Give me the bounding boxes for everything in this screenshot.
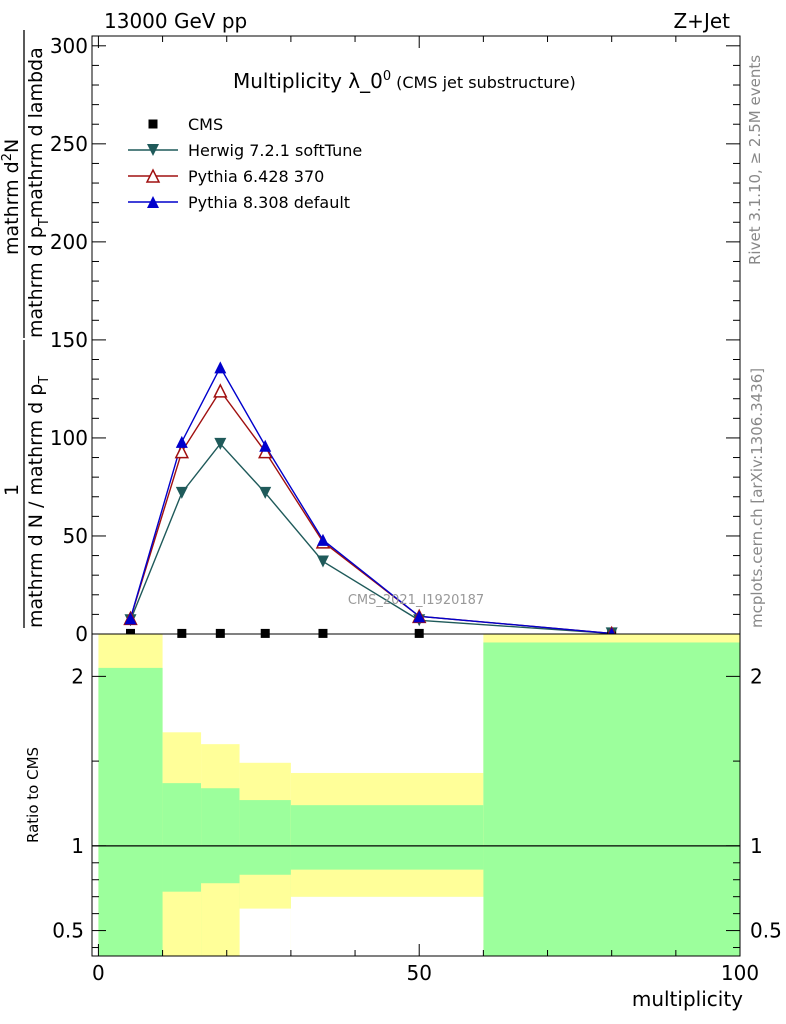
y-tick-label: 0: [75, 622, 88, 646]
data-marker-triangle-up: [147, 196, 159, 208]
ratio-plot-panel: 0.5 0.5 1 1 2 2 0 50 100 Ratio to CMS multiplici…: [24, 633, 782, 1011]
ratio-y-tick-label: 0.5: [52, 919, 84, 943]
x-axis-label: multiplicity: [632, 987, 743, 1011]
ratio-green-lower-band: [162, 845, 202, 892]
y-tick-label: 200: [50, 230, 88, 254]
ratio-y-tick-label-right: 1: [750, 834, 763, 858]
ratio-yellow-lower-band: [239, 874, 291, 909]
legend-label: Pythia 6.428 370: [188, 167, 324, 186]
data-marker-square: [414, 628, 424, 638]
legend-label: Pythia 8.308 default: [188, 193, 350, 212]
y-label-prefactor-denominator: mathrm d N / mathrm d pT: [25, 376, 52, 628]
data-marker-triangle-up: [413, 610, 426, 623]
x-tick-label: 0: [92, 961, 105, 985]
process-label: Z+Jet: [673, 9, 730, 33]
ratio-empty-region: [290, 896, 484, 956]
ratio-axis-ticks: 0.5 0.5 1 1 2 2 0 50 100: [52, 664, 782, 985]
y-tick-label: 100: [50, 426, 88, 450]
main-y-axis-label: 1 mathrm d N / mathrm d pT mathrm d2N ma…: [0, 30, 52, 628]
y-label-denominator: mathrm d pTmathrm d lambda: [25, 47, 52, 338]
energy-label: 13000 GeV pp: [104, 9, 247, 33]
ratio-plot-frame: [91, 633, 741, 957]
ratio-yellow-lower-band: [290, 869, 484, 897]
data-marker-square: [148, 119, 158, 129]
y-label-numerator: mathrm d2N: [0, 139, 23, 255]
chart-title: Multiplicity λ_00 (CMS jet substructure): [233, 69, 576, 93]
legend-label: CMS: [188, 115, 223, 134]
data-marker-triangle-open: [213, 383, 228, 398]
data-marker-triangle-down: [175, 486, 188, 499]
ratio-uncertainty-bands: [98, 634, 740, 956]
ratio-y-tick-label-right: 2: [750, 664, 763, 688]
data-marker-triangle-up: [259, 439, 272, 452]
ratio-y-tick-label: 1: [71, 834, 84, 858]
ratio-green-lower-band: [290, 845, 484, 870]
x-tick-label: 100: [721, 961, 759, 985]
ratio-green-band: [98, 667, 163, 956]
data-marker-triangle-up: [214, 361, 227, 374]
data-marker-triangle-up: [175, 435, 188, 448]
ratio-y-label: Ratio to CMS: [24, 747, 42, 843]
y-tick-label: 250: [50, 132, 88, 156]
mcplots-label: mcplots.cern.ch [arXiv:1306.3436]: [748, 368, 766, 628]
y-tick-label: 300: [50, 34, 88, 58]
main-y-ticks: 0 50 100 150 200 250 300: [50, 34, 741, 646]
ratio-y-tick-label-right: 0.5: [750, 919, 782, 943]
y-tick-label: 150: [50, 328, 88, 352]
y-label-prefactor-numerator: 1: [1, 484, 23, 496]
data-marker-square: [260, 628, 270, 638]
data-marker-square: [318, 628, 328, 638]
data-marker-triangle-open: [145, 168, 161, 183]
y-tick-label: 50: [63, 524, 88, 548]
ratio-y-tick-label: 2: [71, 664, 84, 688]
ratio-green-band: [483, 642, 740, 956]
data-marker-square: [177, 628, 187, 638]
data-marker-square: [125, 628, 135, 638]
ratio-empty-region: [239, 908, 291, 956]
data-marker-triangle-down: [147, 144, 159, 156]
ratio-yellow-lower-band: [201, 883, 240, 956]
data-marker-square: [215, 628, 225, 638]
data-marker-triangle-down: [214, 437, 227, 450]
main-plot-panel: 0 50 100 150 200 250 300 Multiplicity λ_00 (CMS…: [0, 30, 741, 646]
x-tick-label: 50: [406, 961, 431, 985]
analysis-watermark: CMS_2021_I1920187: [348, 593, 484, 608]
data-marker-triangle-down: [316, 555, 329, 568]
data-marker-triangle-down: [259, 486, 272, 499]
data-marker-triangle-up: [316, 533, 329, 546]
ratio-yellow-lower-band: [162, 891, 202, 956]
ratio-green-lower-band: [239, 845, 291, 875]
ratio-green-lower-band: [201, 845, 240, 884]
legend: CMS Herwig 7.2.1 softTune Pythia 6.428 370…: [128, 115, 362, 212]
data-marker-triangle-up: [124, 612, 137, 625]
rivet-version-label: Rivet 3.1.10, ≥ 2.5M events: [746, 55, 764, 265]
data-marker-triangle-open: [174, 443, 190, 459]
legend-label: Herwig 7.2.1 softTune: [188, 141, 362, 160]
